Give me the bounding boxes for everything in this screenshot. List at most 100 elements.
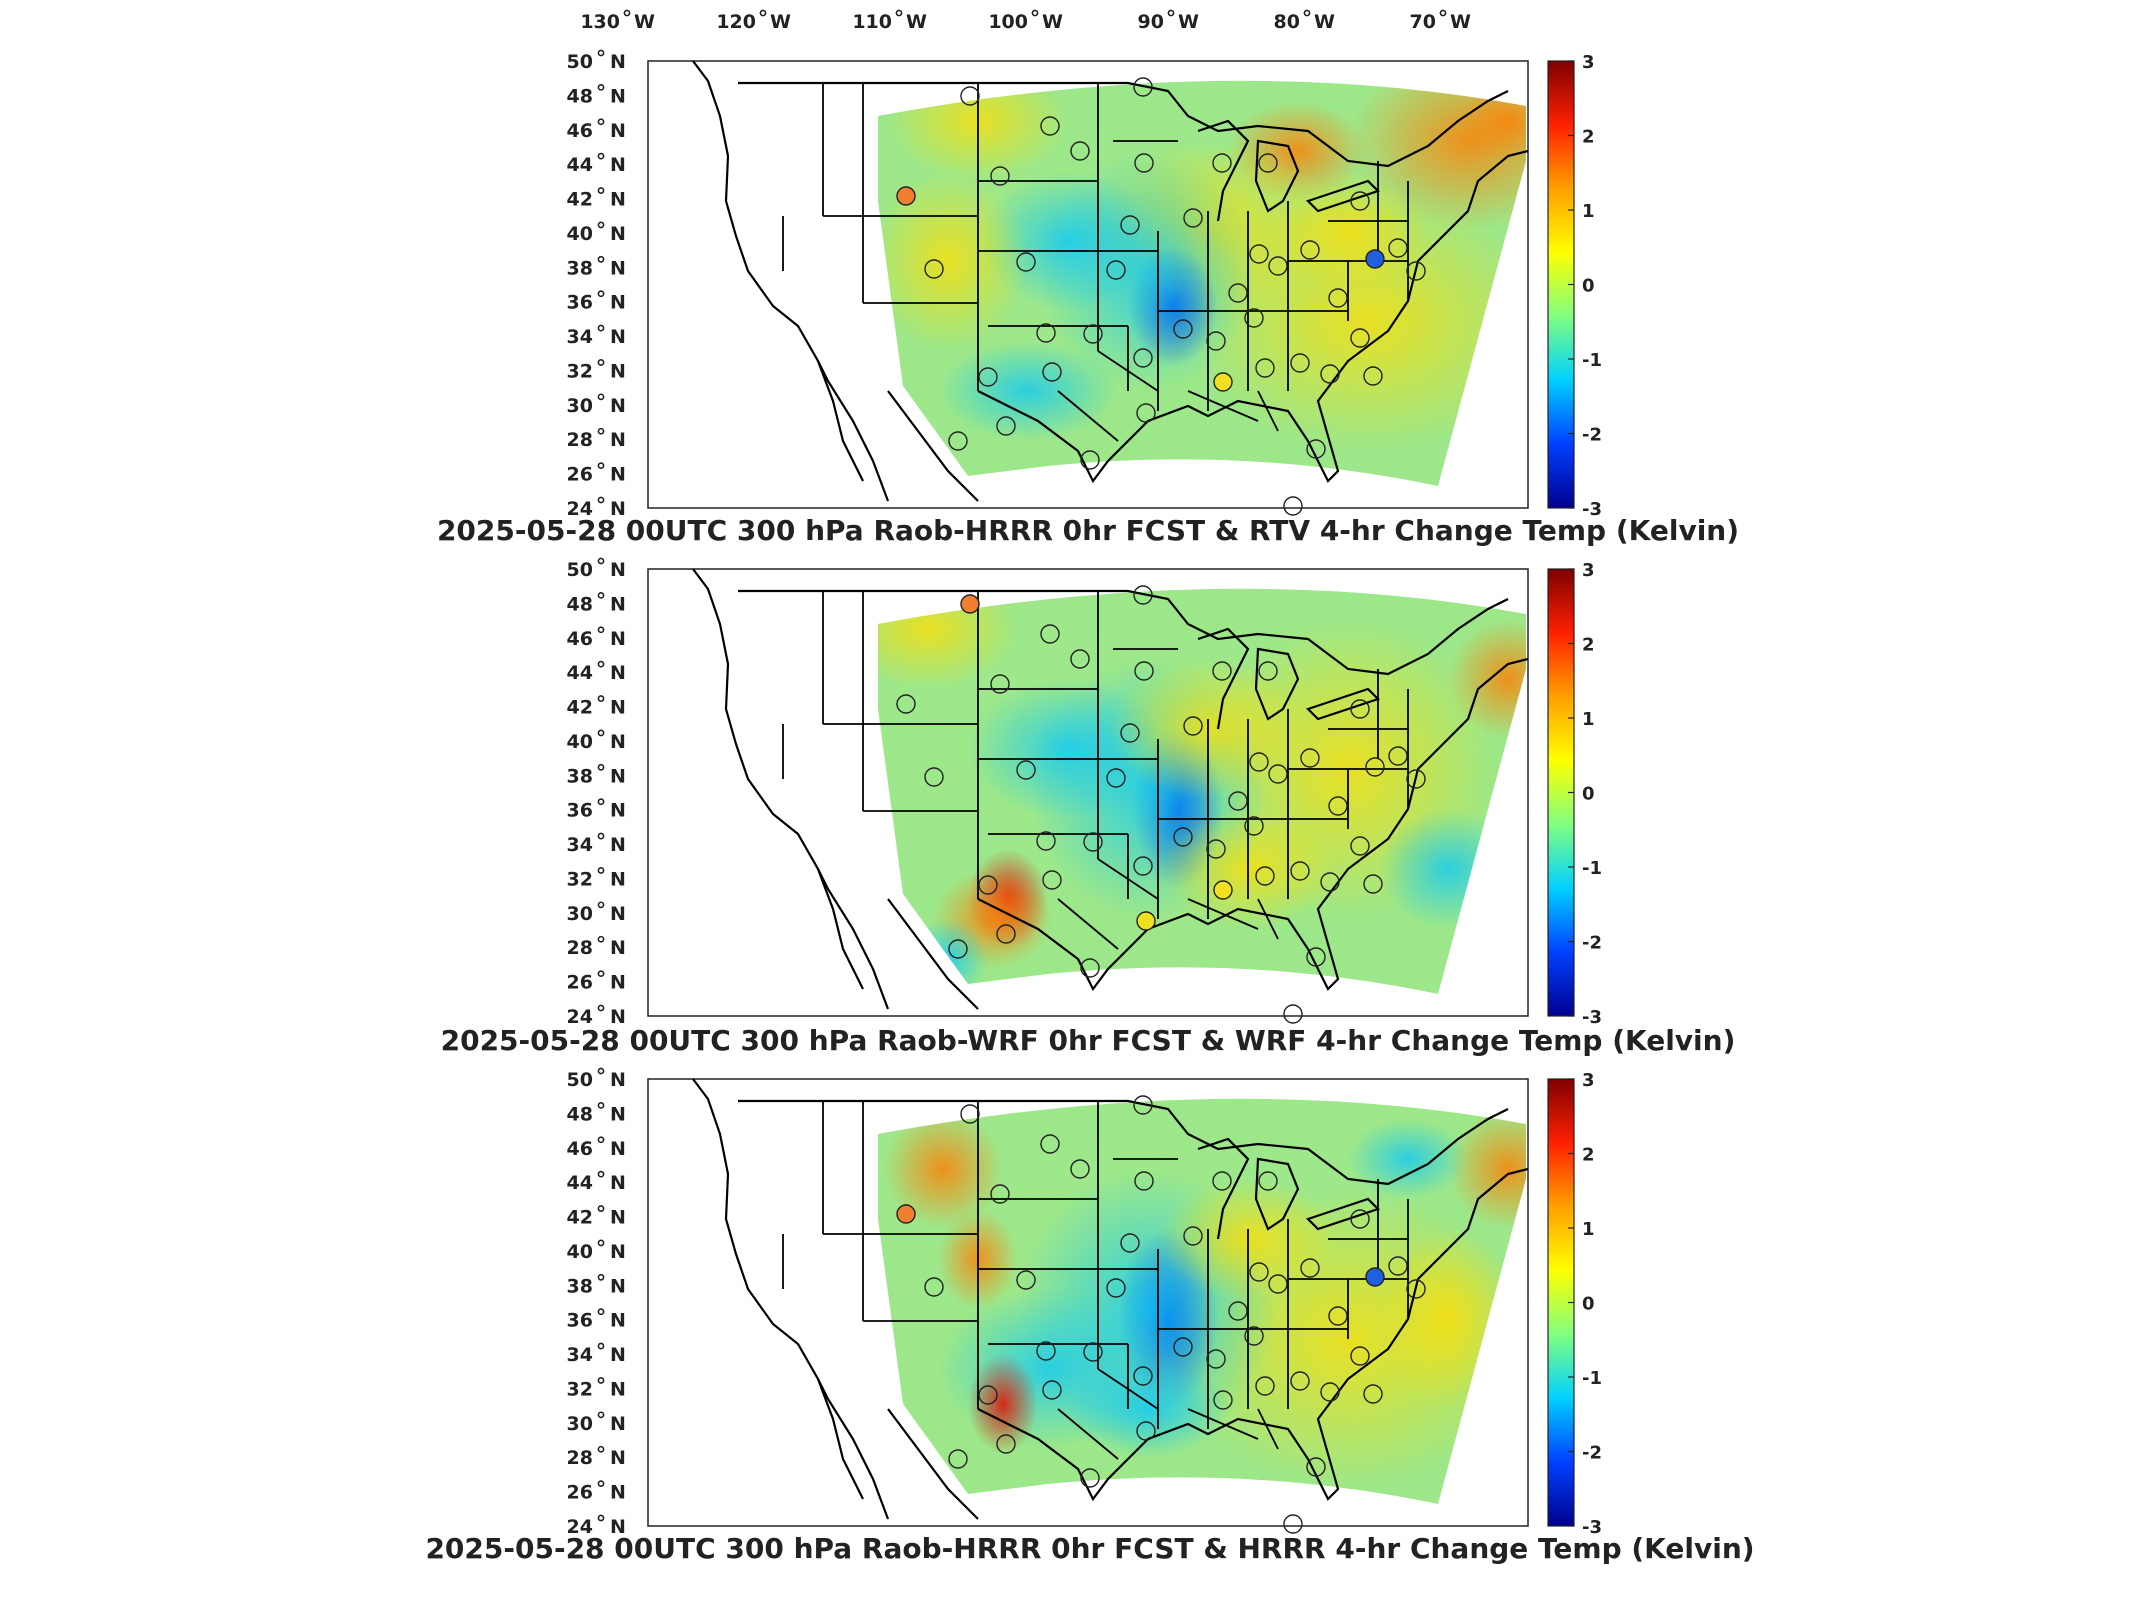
- raob-station-marker: [1036, 1341, 1056, 1361]
- geographic-boundaries: [692, 568, 1529, 1010]
- degree-symbol: [597, 49, 605, 57]
- lat-hemisphere: N: [610, 120, 626, 142]
- raob-station-marker: [996, 924, 1016, 944]
- lat-tick-label: 44: [567, 1172, 593, 1194]
- raob-station-marker: [1290, 353, 1310, 373]
- raob-station-marker: [1040, 624, 1060, 644]
- raob-station-marker: [1350, 328, 1370, 348]
- lat-tick-label: 28: [567, 937, 593, 959]
- degree-symbol: [597, 255, 605, 263]
- degree-symbol: [597, 626, 605, 634]
- colorbar-tick-label: -2: [1582, 425, 1602, 446]
- raob-station-marker: [1320, 364, 1340, 384]
- lat-tick-label: 46: [567, 120, 593, 142]
- lat-hemisphere: N: [610, 834, 626, 856]
- degree-symbol: [1439, 9, 1447, 17]
- colorbar-tick-label: 0: [1582, 1294, 1595, 1315]
- raob-station-marker: [1365, 757, 1385, 777]
- raob-station-marker: [1258, 1171, 1278, 1191]
- raob-station-marker: [1136, 911, 1156, 931]
- longitude-labels: 130 W 120 W 110 W 100 W 90 W 80 W 70 W: [580, 9, 1471, 33]
- lat-hemisphere: N: [610, 800, 626, 822]
- degree-symbol: [597, 187, 605, 194]
- raob-station-marker: [1258, 661, 1278, 681]
- raob-station-marker: [1255, 1376, 1275, 1396]
- degree-symbol: [1303, 9, 1311, 17]
- lat-hemisphere: N: [610, 326, 626, 348]
- raob-station-marker: [1042, 1380, 1062, 1400]
- raob-station-marker: [1363, 1384, 1383, 1404]
- lon-hemisphere: W: [1178, 11, 1199, 33]
- colorbar-tick-label: 3: [1582, 560, 1595, 581]
- raob-station-marker: [1255, 358, 1275, 378]
- lat-tick-label: 50: [567, 559, 593, 581]
- raob-station-marker: [1328, 796, 1348, 816]
- panel-title: 2025-05-28 00UTC 300 hPa Raob-HRRR 0hr F…: [425, 1532, 1754, 1565]
- lat-tick-label: 26: [567, 1482, 593, 1504]
- lat-tick-label: 34: [567, 326, 593, 348]
- colorbar-tick-label: 1: [1582, 709, 1595, 730]
- raob-station-marker: [1320, 872, 1340, 892]
- raob-station-marker: [1306, 947, 1326, 967]
- degree-symbol: [895, 9, 903, 17]
- lon-tick-label: 110: [852, 11, 892, 33]
- raob-station-marker: [1183, 1226, 1203, 1246]
- raob-station-marker: [1136, 403, 1156, 423]
- lat-tick-label: 26: [567, 972, 593, 994]
- lat-hemisphere: N: [610, 1006, 626, 1028]
- raob-station-marker: [1365, 1267, 1385, 1287]
- degree-symbol: [597, 290, 605, 298]
- raob-station-marker: [1036, 323, 1056, 343]
- raob-station-marker: [1249, 752, 1269, 772]
- colorbar-tick-label: 0: [1582, 784, 1595, 805]
- raob-station-marker: [948, 1449, 968, 1469]
- degree-symbol: [597, 1205, 605, 1212]
- colorbar-tick-label: -2: [1582, 933, 1602, 954]
- lat-hemisphere: N: [610, 765, 626, 787]
- geographic-boundaries: [692, 1078, 1529, 1520]
- degree-symbol: [1031, 9, 1039, 17]
- degree-symbol: [597, 1411, 605, 1419]
- raob-station-marker: [1290, 861, 1310, 881]
- raob-station-marker: [990, 166, 1010, 186]
- lat-hemisphere: N: [610, 429, 626, 451]
- raob-station-marker: [1080, 958, 1100, 978]
- raob-station-marker: [1244, 308, 1264, 328]
- raob-station-marker: [1249, 1262, 1269, 1282]
- lat-hemisphere: N: [610, 593, 626, 615]
- degree-symbol: [597, 970, 605, 978]
- degree-symbol: [597, 496, 605, 504]
- raob-station-marker: [1134, 1171, 1154, 1191]
- raob-station-marker: [1120, 215, 1140, 235]
- latitude-labels: 50 N48 N46 N44 N42 N40 N38 N36 N34 N32 N30 N28 N26 N2…: [567, 1067, 626, 1538]
- raob-station-marker: [1290, 1371, 1310, 1391]
- raob-station-marker: [1268, 1274, 1288, 1294]
- lat-tick-label: 40: [567, 223, 593, 245]
- raob-station-marker: [1213, 880, 1233, 900]
- lat-tick-label: 28: [567, 1447, 593, 1469]
- lon-tick-label: 90: [1138, 11, 1164, 33]
- lat-hemisphere: N: [610, 1103, 626, 1125]
- degree-symbol: [623, 9, 631, 17]
- lat-tick-label: 42: [567, 697, 593, 719]
- raob-station-marker: [1213, 1390, 1233, 1410]
- raob-station-marker: [1320, 1382, 1340, 1402]
- raob-station-marker: [1255, 866, 1275, 886]
- lon-hemisphere: W: [1042, 11, 1063, 33]
- degree-symbol: [597, 1067, 605, 1075]
- raob-station-marker: [960, 86, 980, 106]
- raob-station-marker: [1183, 208, 1203, 228]
- degree-symbol: [597, 695, 605, 702]
- raob-station-marker: [1083, 1342, 1103, 1362]
- raob-station-marker: [1040, 1134, 1060, 1154]
- lat-hemisphere: N: [610, 903, 626, 925]
- degree-symbol: [597, 1239, 605, 1247]
- lat-tick-label: 36: [567, 800, 593, 822]
- degree-symbol: [597, 729, 605, 737]
- lat-tick-label: 36: [567, 1310, 593, 1332]
- raob-station-marker: [1133, 856, 1153, 876]
- lat-tick-label: 32: [567, 1378, 593, 1400]
- raob-station-marker: [1133, 348, 1153, 368]
- colorbar-tick-label: 1: [1582, 1219, 1595, 1240]
